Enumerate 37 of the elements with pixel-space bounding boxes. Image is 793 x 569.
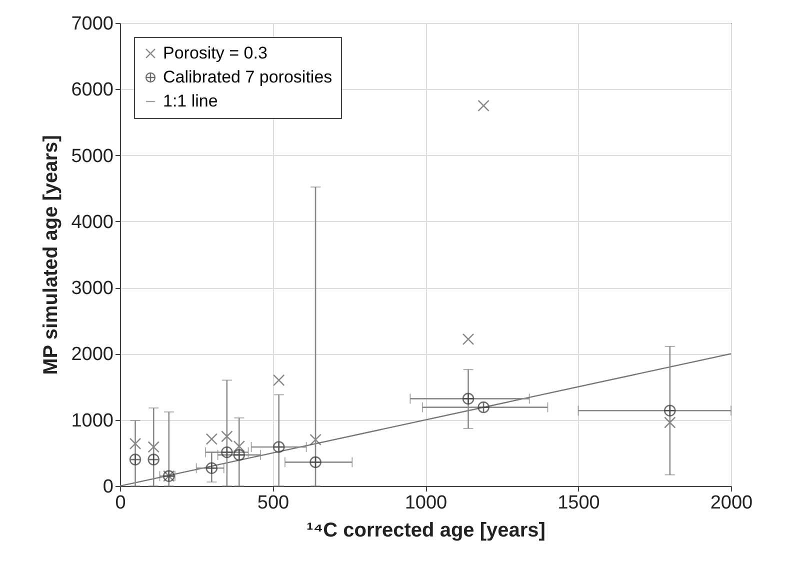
point: [148, 441, 160, 453]
point: [148, 454, 160, 466]
point: [206, 462, 218, 474]
point: [272, 374, 285, 386]
y-tick-label: 0: [102, 476, 114, 498]
point: [233, 440, 246, 452]
y-tick-label: 2000: [71, 344, 114, 366]
legend-label: Calibrated 7 porosities: [163, 68, 332, 86]
point: [221, 430, 233, 442]
y-tick-label: 6000: [71, 80, 114, 101]
x-tick-label: 500: [257, 492, 290, 514]
point: [310, 434, 322, 446]
point: [310, 456, 322, 468]
point: [462, 333, 474, 346]
y-tick-label: 7000: [71, 14, 114, 34]
legend-label: 1:1 line: [163, 92, 218, 110]
y-tick-label: 5000: [71, 146, 114, 167]
point: [129, 454, 142, 466]
legend-label: Porosity = 0.3: [163, 44, 268, 62]
point: [233, 449, 246, 461]
x-tick-label: 1000: [404, 492, 448, 514]
x-tick-label: 1500: [558, 492, 600, 514]
point: [664, 404, 676, 416]
point: [664, 416, 676, 428]
point: [206, 433, 218, 445]
point: [478, 401, 490, 414]
y-tick-label: 1000: [71, 410, 114, 432]
point: [478, 100, 490, 112]
point: [221, 446, 233, 458]
point: [272, 441, 285, 453]
y-tick-label: 3000: [71, 278, 114, 300]
y-tick-label: 4000: [71, 212, 114, 233]
point: [462, 392, 474, 405]
x-axis-title: ¹⁴C corrected age [years]: [306, 520, 546, 542]
point: [129, 438, 142, 450]
y-axis-title: MP simulated age [years]: [40, 135, 62, 375]
x-tick-label: 2000: [710, 492, 753, 514]
